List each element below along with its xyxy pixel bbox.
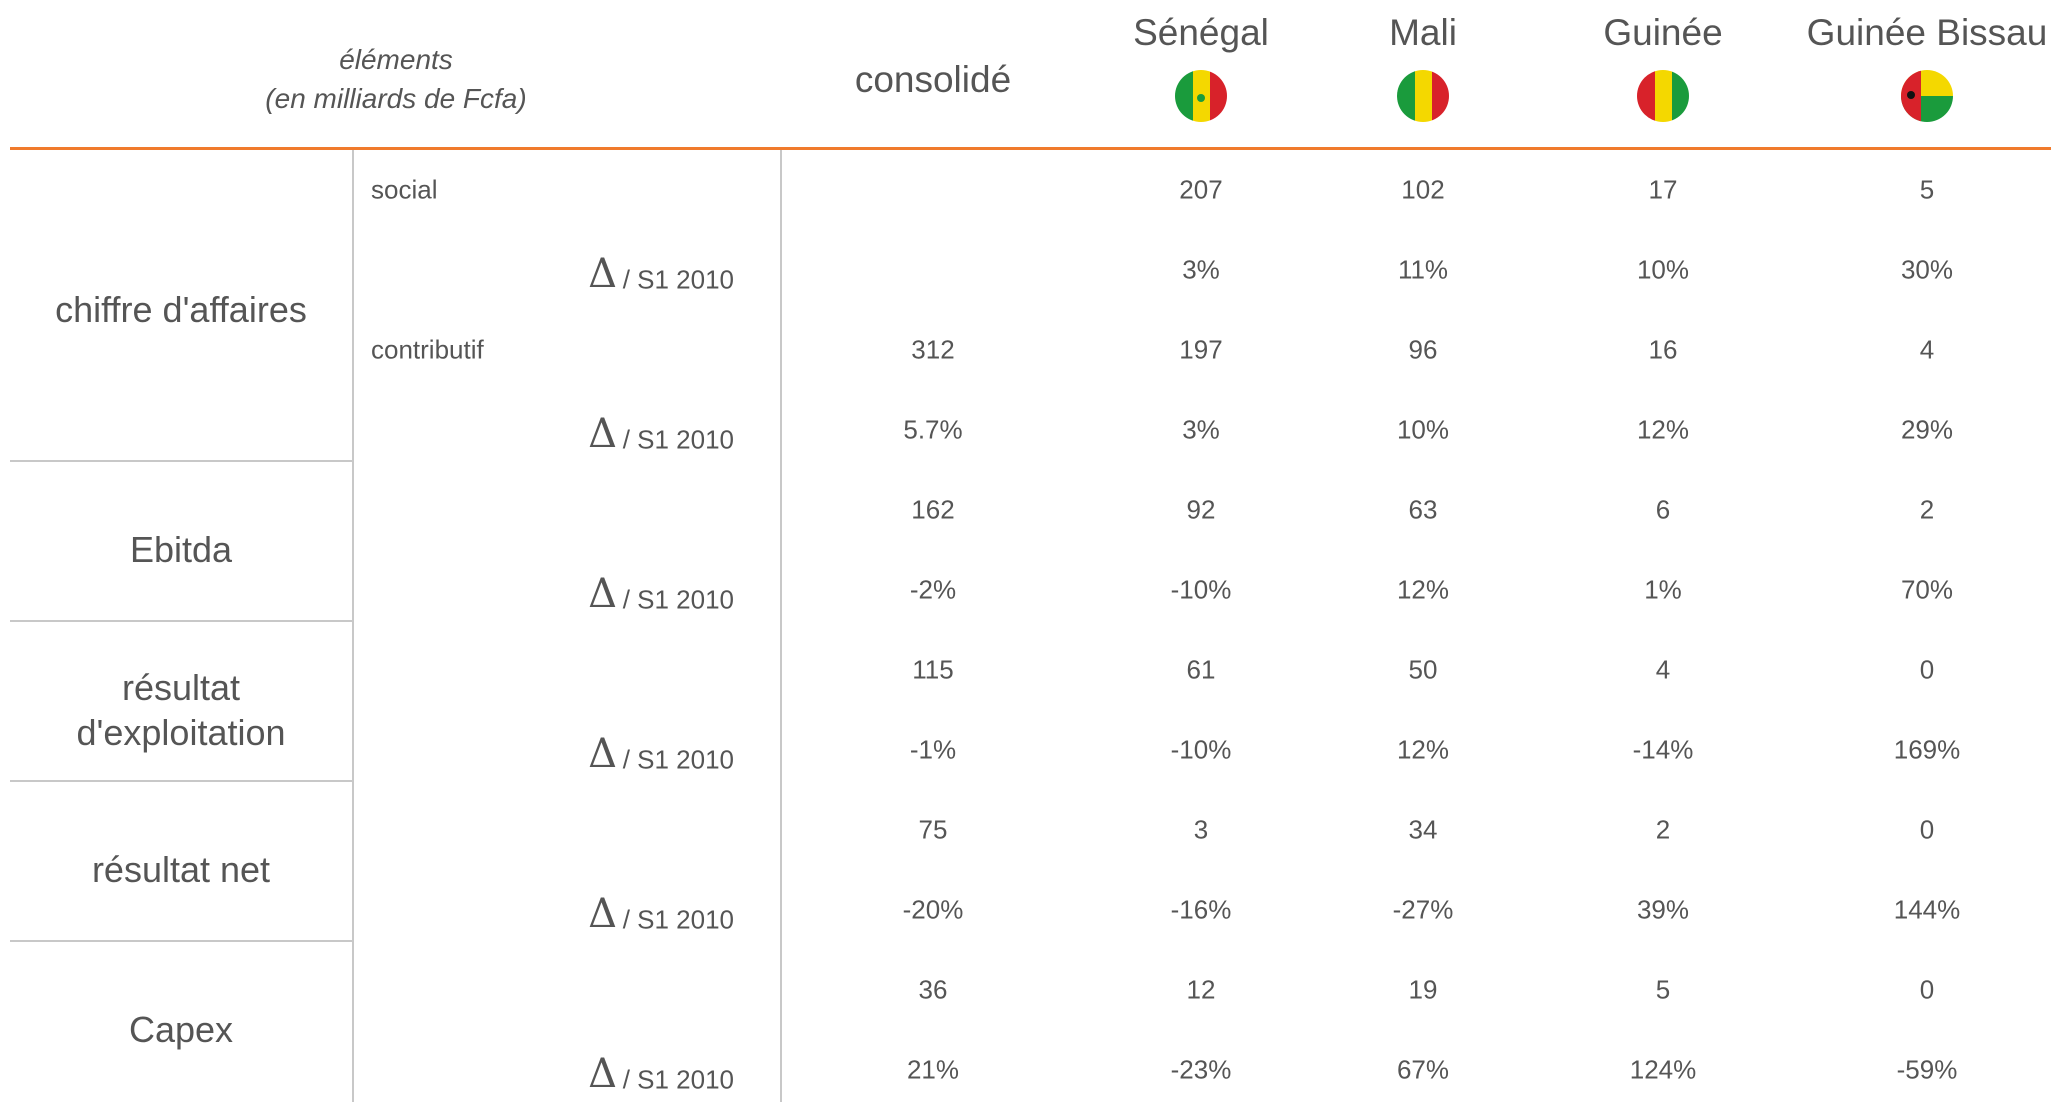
group-label: d'exploitation — [76, 711, 286, 753]
row-label: social — [371, 174, 438, 205]
cell-value: 21% — [906, 1054, 960, 1085]
column-header: Sénégal — [1133, 12, 1269, 53]
delta-symbol: Δ — [588, 731, 617, 777]
cell-value: 75 — [918, 814, 948, 845]
cell-value: 17 — [1648, 174, 1678, 205]
cell-value: 92 — [1186, 494, 1216, 525]
delta-symbol: Δ — [588, 891, 617, 937]
cell-value: 5 — [1919, 174, 1935, 205]
cell-value: 11% — [1397, 254, 1449, 285]
cell-value: 207 — [1179, 174, 1223, 205]
column-header: Guinée — [1603, 12, 1723, 53]
header-subtitle: (en milliards de Fcfa) — [265, 83, 527, 114]
cell-value: 10% — [1636, 254, 1690, 285]
cell-value: -20% — [902, 894, 964, 925]
cell-value: 312 — [911, 334, 955, 365]
cell-value: 3% — [1182, 254, 1220, 285]
flag-senegal — [1175, 70, 1227, 122]
cell-value: 34 — [1408, 814, 1438, 845]
delta-label: / S1 2010 — [622, 584, 734, 615]
cell-value: 6 — [1655, 494, 1671, 525]
cell-value: -10% — [1170, 574, 1232, 605]
header-title: éléments — [339, 44, 453, 75]
column-header: consolidé — [854, 59, 1012, 100]
column-header: Guinée Bissau — [1806, 12, 2048, 53]
flag-mali — [1397, 70, 1449, 122]
cell-value: 169% — [1893, 734, 1961, 765]
cell-value: 115 — [912, 654, 954, 685]
delta-symbol: Δ — [588, 1051, 617, 1097]
row-label: contributif — [371, 334, 484, 365]
cell-value: 39% — [1636, 894, 1690, 925]
cell-value: 0 — [1919, 814, 1935, 845]
delta-label: / S1 2010 — [622, 904, 734, 935]
delta-symbol: Δ — [588, 571, 617, 617]
cell-value: 50 — [1408, 654, 1438, 685]
cell-value: 63 — [1408, 494, 1438, 525]
cell-value: -10% — [1170, 734, 1232, 765]
delta-label: / S1 2010 — [622, 744, 734, 775]
flag-guinee-bissau — [1901, 70, 1953, 122]
cell-value: -23% — [1170, 1054, 1232, 1085]
cell-value: 2 — [1919, 494, 1935, 525]
cell-value: 96 — [1408, 334, 1438, 365]
cell-value: 0 — [1919, 654, 1935, 685]
flag-guinee — [1637, 70, 1689, 122]
cell-value: 19 — [1408, 974, 1438, 1005]
cell-value: 102 — [1401, 174, 1445, 205]
group-separator — [10, 460, 353, 462]
cell-value: 124% — [1629, 1054, 1697, 1085]
divider — [352, 150, 354, 1102]
cell-value: 5.7% — [903, 414, 963, 445]
group-label: chiffre d'affaires — [55, 289, 307, 330]
cell-value: 0 — [1919, 974, 1935, 1005]
column-header: Mali — [1389, 12, 1457, 53]
group-separator — [10, 940, 353, 942]
cell-value: 30% — [1900, 254, 1954, 285]
cell-value: -2% — [909, 574, 957, 605]
header-rule — [10, 147, 2051, 150]
flags — [1175, 70, 1953, 122]
cell-value: 197 — [1179, 334, 1223, 365]
cell-value: 12% — [1396, 574, 1450, 605]
group-label: Capex — [128, 1009, 234, 1050]
delta-label: / S1 2010 — [622, 424, 734, 455]
cell-value: -27% — [1392, 894, 1454, 925]
cell-value: 16 — [1648, 334, 1678, 365]
divider — [780, 150, 782, 1102]
cell-value: -14% — [1632, 734, 1694, 765]
group-separator — [10, 620, 353, 622]
cell-value: 12 — [1186, 974, 1216, 1005]
cell-value: 3% — [1182, 414, 1220, 445]
group-label: Ebitda — [129, 529, 233, 570]
cell-value: -59% — [1896, 1054, 1958, 1085]
group-label: résultat — [121, 666, 241, 708]
group-separator — [10, 780, 353, 782]
cell-value: 29% — [1900, 414, 1954, 445]
cell-value: 67% — [1396, 1054, 1450, 1085]
cell-value: 2 — [1655, 814, 1671, 845]
cell-value: 162 — [911, 494, 955, 525]
cell-value: 36 — [918, 974, 948, 1005]
cell-value: 5 — [1655, 974, 1671, 1005]
cell-value: 10% — [1396, 414, 1450, 445]
cell-value: 1% — [1644, 574, 1682, 605]
delta-symbol: Δ — [588, 411, 617, 457]
cell-value: 4 — [1919, 334, 1935, 365]
cell-value: 61 — [1186, 654, 1216, 685]
cell-value: 70% — [1900, 574, 1954, 605]
cell-value: 3 — [1193, 814, 1209, 845]
delta-label: / S1 2010 — [622, 264, 734, 295]
cell-value: 12% — [1636, 414, 1690, 445]
cell-value: 12% — [1396, 734, 1450, 765]
cell-value: 144% — [1893, 894, 1961, 925]
group-label: résultat net — [91, 849, 271, 890]
delta-label: / S1 2010 — [622, 1064, 734, 1095]
delta-symbol: Δ — [588, 251, 617, 297]
cell-value: 4 — [1655, 654, 1671, 685]
cell-value: -1% — [909, 734, 957, 765]
cell-value: -16% — [1170, 894, 1232, 925]
